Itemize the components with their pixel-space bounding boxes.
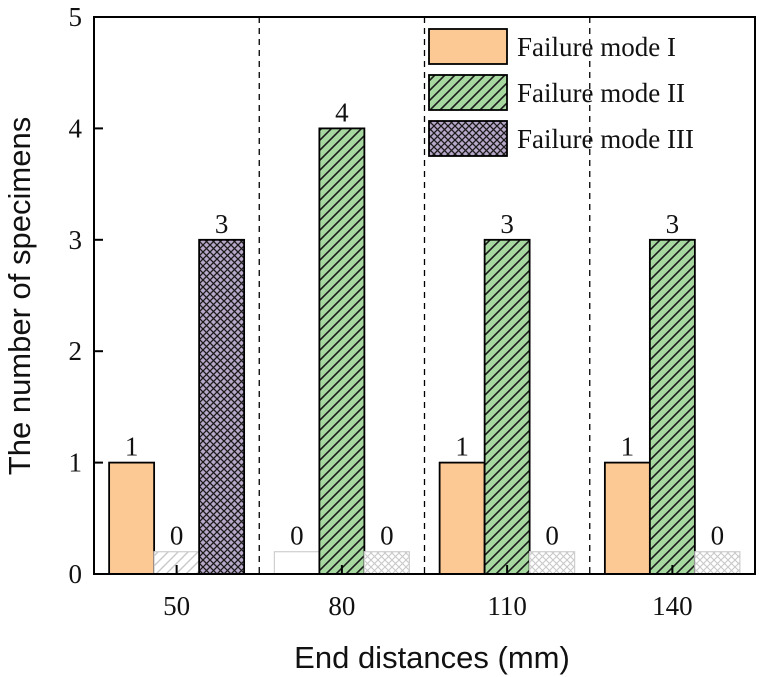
y-tick-label: 1 (69, 448, 83, 478)
y-tick-label: 4 (69, 113, 83, 143)
x-tick-label: 50 (163, 591, 190, 621)
x-axis: 50 80 110 140 (163, 565, 693, 621)
bar-failure-mode-iii-80 (363, 551, 410, 575)
x-tick-label: 110 (487, 591, 527, 621)
bar-value-label: 0 (545, 521, 559, 551)
bar-value-label: 1 (455, 432, 469, 462)
bar-value-label: 3 (215, 209, 229, 239)
bar-failure-mode-i-140 (603, 461, 651, 575)
bar-value-label: 1 (125, 432, 139, 462)
legend-swatch-failure-mode-ii (428, 74, 508, 111)
legend-label: Failure mode I (517, 32, 676, 62)
bar-value-label: 0 (170, 521, 184, 551)
y-axis-label: The number of specimens (2, 117, 37, 475)
bar-failure-mode-i-80 (273, 551, 320, 575)
bar-failure-mode-i-50 (108, 461, 156, 575)
x-tick-label: 140 (652, 591, 693, 621)
bar-value-label: 3 (666, 209, 680, 239)
bar-failure-mode-ii-110 (483, 238, 531, 575)
bar-failure-mode-i-110 (438, 461, 486, 575)
x-tick-label: 80 (328, 591, 355, 621)
bar-failure-mode-iii-140 (694, 551, 741, 575)
x-axis-label: End distances (mm) (294, 640, 570, 675)
bar-value-label: 1 (621, 432, 635, 462)
group-separators (258, 17, 591, 574)
y-tick-label: 3 (69, 225, 83, 255)
bar-value-label: 3 (500, 209, 514, 239)
bar-failure-mode-ii-140 (648, 238, 696, 575)
bar-failure-mode-ii-80 (318, 127, 366, 575)
y-tick-label: 2 (69, 336, 83, 366)
bar-failure-mode-iii-110 (529, 551, 576, 575)
bars (108, 127, 741, 575)
plot-frame (93, 16, 756, 575)
bar-value-label: 0 (711, 521, 725, 551)
legend-swatch-failure-mode-iii (428, 120, 508, 157)
legend-label: Failure mode III (517, 124, 694, 154)
y-axis: 0 1 2 3 4 5 (69, 2, 103, 589)
legend-swatch-failure-mode-i (428, 28, 508, 65)
bar-value-label: 0 (290, 521, 304, 551)
legend-label: Failure mode II (517, 78, 685, 108)
bar-value-label: 4 (335, 97, 349, 127)
legend: Failure mode I Failure mode II Failure mod… (428, 28, 694, 157)
data-labels: 1 0 3 0 4 0 1 3 0 1 3 0 (125, 97, 724, 550)
y-tick-label: 5 (69, 2, 83, 32)
bar-failure-mode-iii-50 (198, 238, 246, 575)
bar-value-label: 0 (380, 521, 394, 551)
y-tick-label: 0 (69, 559, 83, 589)
